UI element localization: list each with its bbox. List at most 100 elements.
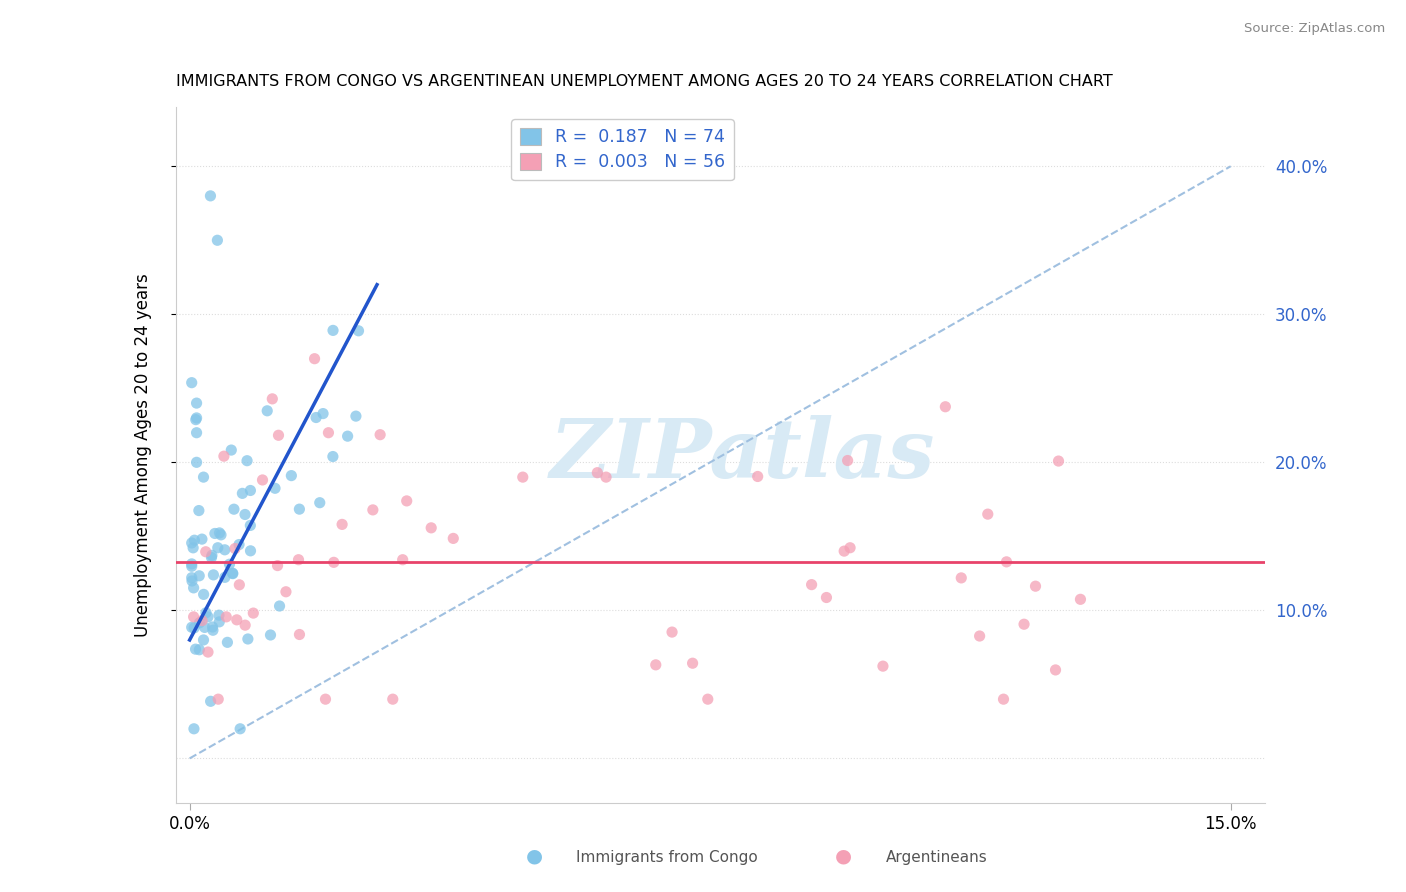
Point [950, 571, 973, 585]
Point [181, 574, 204, 588]
Point [193, 632, 215, 647]
Point [1045, 663, 1067, 677]
Point [184, 412, 207, 426]
Point [993, 692, 1015, 706]
Point [1012, 617, 1035, 632]
Point [287, 552, 309, 566]
Point [193, 587, 215, 601]
Point [288, 627, 311, 641]
Point [233, 508, 256, 522]
Point [391, 552, 413, 566]
Point [194, 545, 217, 559]
Point [233, 618, 256, 632]
Point [181, 541, 204, 555]
Y-axis label: Unemployment Among Ages 20 to 24 years: Unemployment Among Ages 20 to 24 years [134, 273, 152, 637]
Point [214, 570, 236, 584]
Point [315, 692, 337, 706]
Point [872, 659, 894, 673]
Point [839, 541, 862, 555]
Point [586, 466, 609, 480]
Point [977, 507, 1000, 521]
Point [368, 427, 391, 442]
Point [312, 407, 335, 421]
Point [208, 615, 231, 629]
Point [200, 694, 222, 708]
Point [180, 557, 202, 571]
Point [1069, 592, 1091, 607]
Text: ●: ● [526, 847, 543, 865]
Point [995, 555, 1018, 569]
Point [242, 606, 264, 620]
Point [305, 410, 328, 425]
Point [800, 577, 823, 591]
Point [188, 642, 211, 657]
Point [183, 621, 205, 635]
Point [264, 481, 287, 495]
Point [969, 629, 991, 643]
Point [322, 323, 344, 337]
Point [304, 351, 326, 366]
Point [194, 606, 217, 620]
Point [221, 566, 243, 581]
Point [197, 645, 219, 659]
Point [184, 642, 207, 657]
Point [194, 620, 217, 634]
Point [1047, 454, 1070, 468]
Point [661, 625, 683, 640]
Point [218, 558, 240, 572]
Point [259, 628, 281, 642]
Point [222, 566, 245, 581]
Point [231, 486, 253, 500]
Point [696, 692, 718, 706]
Point [191, 532, 214, 546]
Point [224, 541, 246, 556]
Point [183, 533, 205, 548]
Text: Source: ZipAtlas.com: Source: ZipAtlas.com [1244, 22, 1385, 36]
Point [256, 404, 278, 418]
Point [217, 635, 239, 649]
Point [183, 722, 205, 736]
Point [381, 692, 404, 706]
Point [347, 324, 370, 338]
Point [229, 722, 252, 736]
Point [420, 521, 443, 535]
Point [222, 502, 245, 516]
Point [252, 473, 274, 487]
Point [201, 620, 224, 634]
Point [186, 411, 208, 425]
Point [208, 608, 231, 623]
Point [682, 657, 704, 671]
Point [193, 470, 215, 484]
Point [336, 429, 359, 443]
Point [934, 400, 956, 414]
Legend: R =  0.187   N = 74, R =  0.003   N = 56: R = 0.187 N = 74, R = 0.003 N = 56 [512, 120, 734, 180]
Point [191, 614, 214, 628]
Point [204, 526, 226, 541]
Point [180, 536, 202, 550]
Point [239, 483, 262, 498]
Point [236, 453, 259, 467]
Point [200, 189, 222, 203]
Point [330, 517, 353, 532]
Point [228, 538, 250, 552]
Point [512, 470, 534, 484]
Point [207, 692, 229, 706]
Point [280, 468, 302, 483]
Point [208, 525, 231, 540]
Point [188, 615, 211, 630]
Point [832, 544, 855, 558]
Point [219, 443, 242, 458]
Point [288, 502, 311, 516]
Point [225, 613, 247, 627]
Point [322, 450, 344, 464]
Text: Immigrants from Congo: Immigrants from Congo [576, 850, 758, 865]
Point [201, 549, 224, 563]
Point [308, 496, 330, 510]
Point [815, 591, 838, 605]
Point [180, 559, 202, 574]
Point [441, 532, 464, 546]
Point [186, 425, 208, 440]
Point [318, 425, 340, 440]
Point [197, 610, 219, 624]
Point [395, 494, 418, 508]
